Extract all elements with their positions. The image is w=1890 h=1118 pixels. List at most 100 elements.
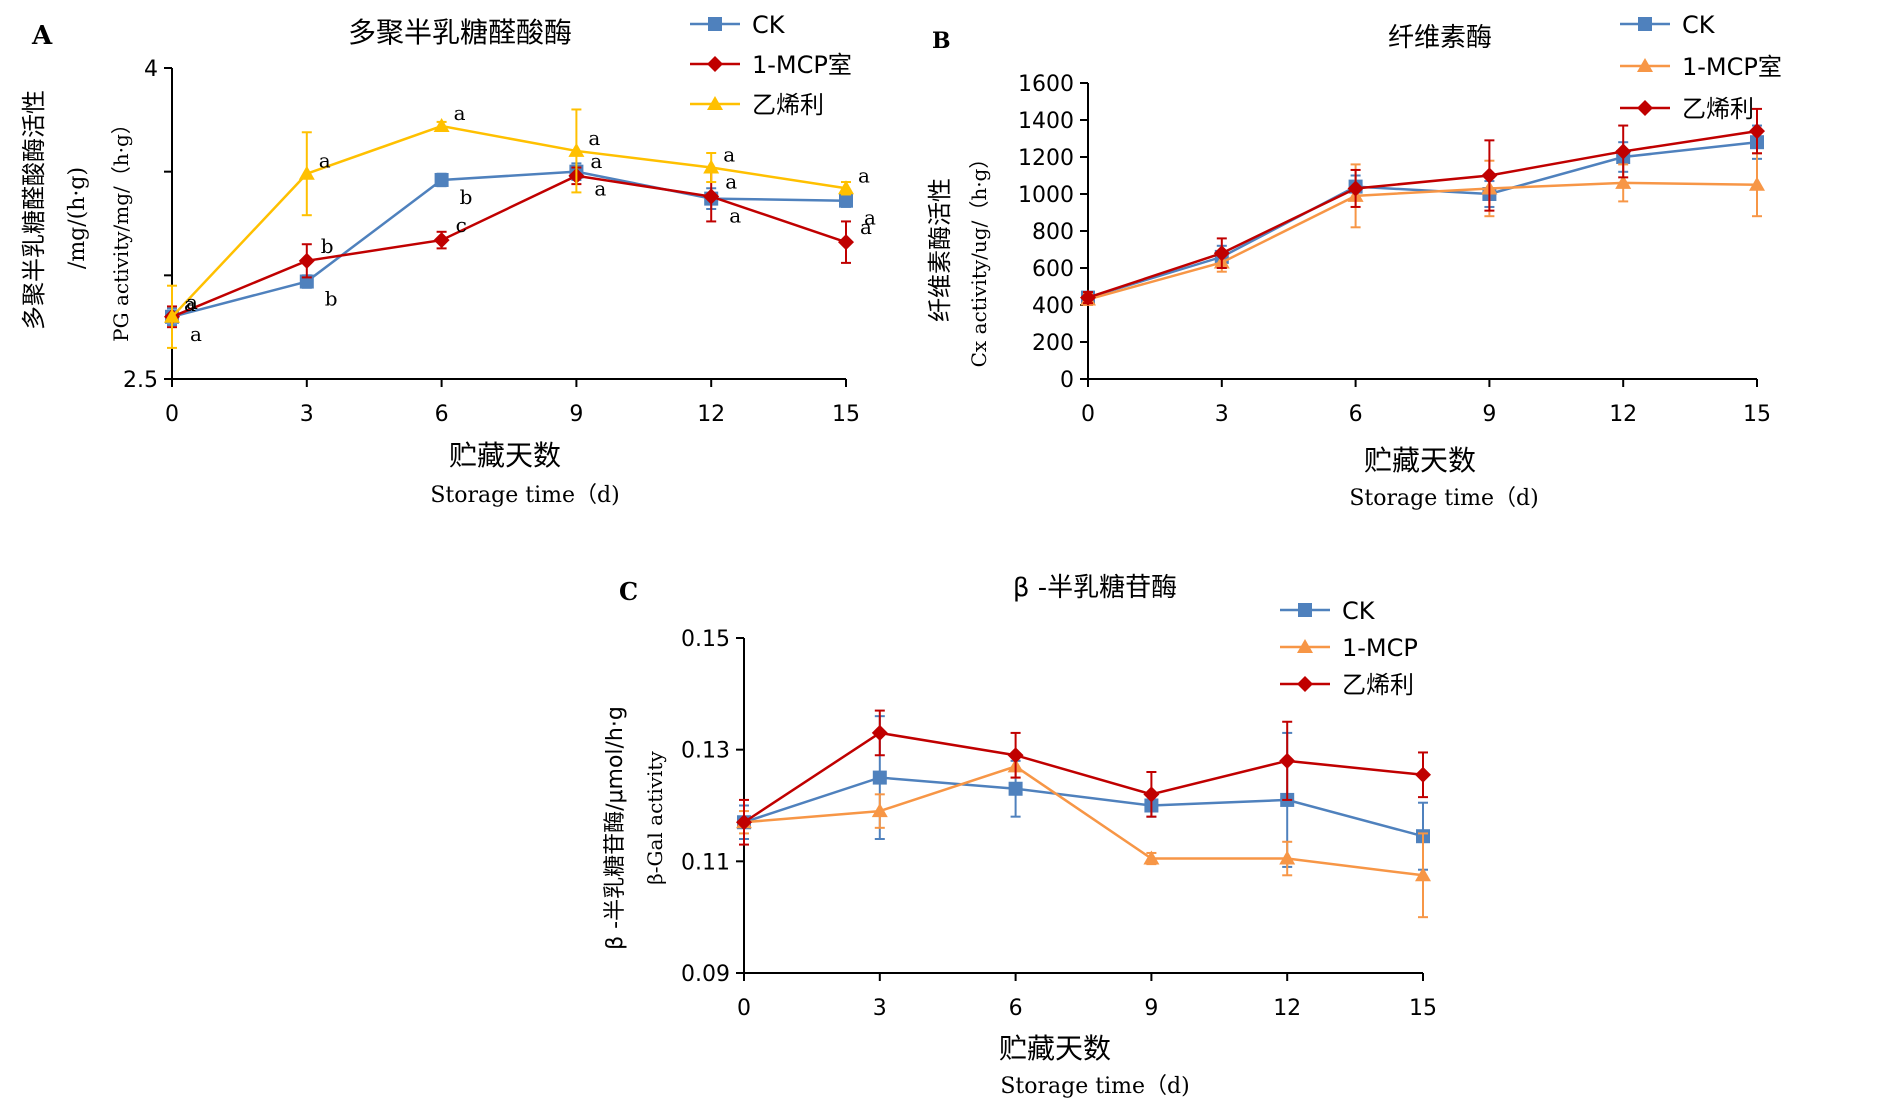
significance-letter: a: [729, 204, 741, 228]
legend-item: 乙烯利: [690, 91, 824, 119]
legend-item: 1-MCP室: [1620, 53, 1782, 81]
significance-letter: b: [321, 234, 334, 258]
significance-letter: a: [186, 290, 198, 314]
data-point: [1749, 123, 1765, 140]
series-line: [171, 124, 847, 318]
y-tick-label: 0: [1060, 368, 1074, 393]
data-point: [1007, 747, 1024, 764]
x-tick-label: 12: [697, 402, 725, 427]
series-0: [1081, 124, 1764, 305]
legend-marker: [1637, 58, 1653, 72]
legend-item: 乙烯利: [1280, 671, 1414, 699]
legend-marker: [1298, 603, 1312, 617]
series-line: [1087, 140, 1758, 299]
data-point: [871, 724, 888, 741]
y-tick-label: 1000: [1018, 183, 1074, 208]
legend-marker: [707, 56, 723, 72]
significance-letter: c: [456, 213, 467, 237]
data-point: [1415, 766, 1431, 783]
x-axis-label: Storage time（d): [430, 483, 619, 508]
legend-marker: [1638, 17, 1652, 31]
x-tick-label: 9: [1482, 402, 1496, 427]
x-tick-label: 15: [1409, 996, 1437, 1021]
legend-marker: [1637, 100, 1653, 116]
data-point: [1008, 781, 1023, 796]
data-point: [1080, 289, 1096, 306]
y-axis-label: β -半乳糖苷酶/μmol/h·g: [603, 706, 628, 950]
data-point: [838, 180, 854, 195]
series-2: [1080, 107, 1765, 306]
significance-letter: a: [864, 206, 876, 230]
data-point: [703, 159, 720, 174]
data-point: [434, 172, 449, 187]
significance-letter: a: [319, 149, 331, 173]
significance-letter: b: [325, 287, 338, 311]
x-tick-label: 15: [1743, 402, 1771, 427]
x-tick-label: 9: [569, 402, 583, 427]
x-tick-label: 0: [165, 402, 179, 427]
series-line: [743, 776, 1424, 838]
legend-item: CK: [1280, 597, 1376, 625]
x-tick-label: 3: [873, 996, 887, 1021]
series-line: [1087, 129, 1758, 299]
legend-label: 1-MCP室: [752, 51, 852, 79]
x-axis-label: 贮藏天数: [1364, 444, 1476, 477]
series-1: [736, 754, 1431, 919]
data-point: [1143, 786, 1160, 803]
series-0: [737, 715, 1430, 871]
legend-item: 1-MCP: [1280, 634, 1418, 662]
legend-label: 乙烯利: [752, 91, 824, 119]
legend-label: 1-MCP: [1342, 634, 1418, 662]
data-point: [1615, 174, 1632, 189]
x-tick-label: 15: [832, 402, 860, 427]
y-axis-label: /mg/(h·g): [65, 167, 90, 269]
legend-item: CK: [690, 11, 786, 39]
data-point: [838, 234, 854, 251]
y-tick-label: 1600: [1018, 72, 1074, 97]
data-point: [1415, 867, 1431, 882]
legend-item: 乙烯利: [1620, 95, 1754, 123]
y-tick-label: 4: [144, 57, 158, 82]
series-2: [164, 108, 854, 349]
data-point: [1279, 752, 1296, 769]
legend-label: CK: [1342, 597, 1376, 625]
chart-panel-b: B 纤维素酶 0 200 400 600 800 1000 1200 1400 1600 0 3 6 9 12…: [926, 11, 1782, 511]
y-tick-label: 200: [1032, 331, 1074, 356]
y-tick-label: 800: [1032, 220, 1074, 245]
significance-letter: a: [594, 177, 606, 201]
data-point: [1347, 180, 1364, 197]
data-point: [433, 232, 450, 249]
legend-marker: [708, 17, 722, 31]
data-point: [736, 814, 752, 831]
x-tick-label: 9: [1144, 996, 1158, 1021]
series-line: [743, 765, 1424, 877]
y-axis-label: β-Gal activity: [643, 751, 667, 885]
chart-title: 纤维素酶: [1388, 23, 1492, 53]
chart-title: β -半乳糖苷酶: [1013, 573, 1177, 603]
panel-label: C: [619, 577, 638, 606]
data-point: [703, 188, 720, 205]
series-line: [743, 731, 1424, 824]
data-point: [1143, 850, 1160, 865]
chart-title: 多聚半乳糖醛酸酶: [348, 16, 572, 49]
y-tick-label: 0.11: [681, 850, 730, 875]
significance-letter: a: [725, 170, 737, 194]
significance-letter: a: [190, 322, 202, 346]
y-axis-label: Cx activity/ug/（h·g）: [967, 149, 991, 368]
y-tick-label: 1200: [1018, 146, 1074, 171]
significance-letter: a: [860, 215, 872, 239]
series-line: [171, 174, 847, 318]
data-point: [164, 308, 180, 323]
x-tick-label: 6: [1349, 402, 1363, 427]
x-axis-label: 贮藏天数: [449, 439, 561, 472]
x-tick-label: 12: [1609, 402, 1637, 427]
series-1: [1080, 152, 1765, 306]
significance-letter: a: [588, 126, 600, 150]
x-tick-label: 3: [300, 402, 314, 427]
series-0: [165, 162, 853, 327]
x-tick-label: 6: [1009, 996, 1023, 1021]
significance-letter: a: [184, 292, 196, 316]
y-tick-label: 2.5: [123, 368, 158, 393]
y-axis-label: PG activity/mg/（h·g）: [109, 114, 133, 342]
